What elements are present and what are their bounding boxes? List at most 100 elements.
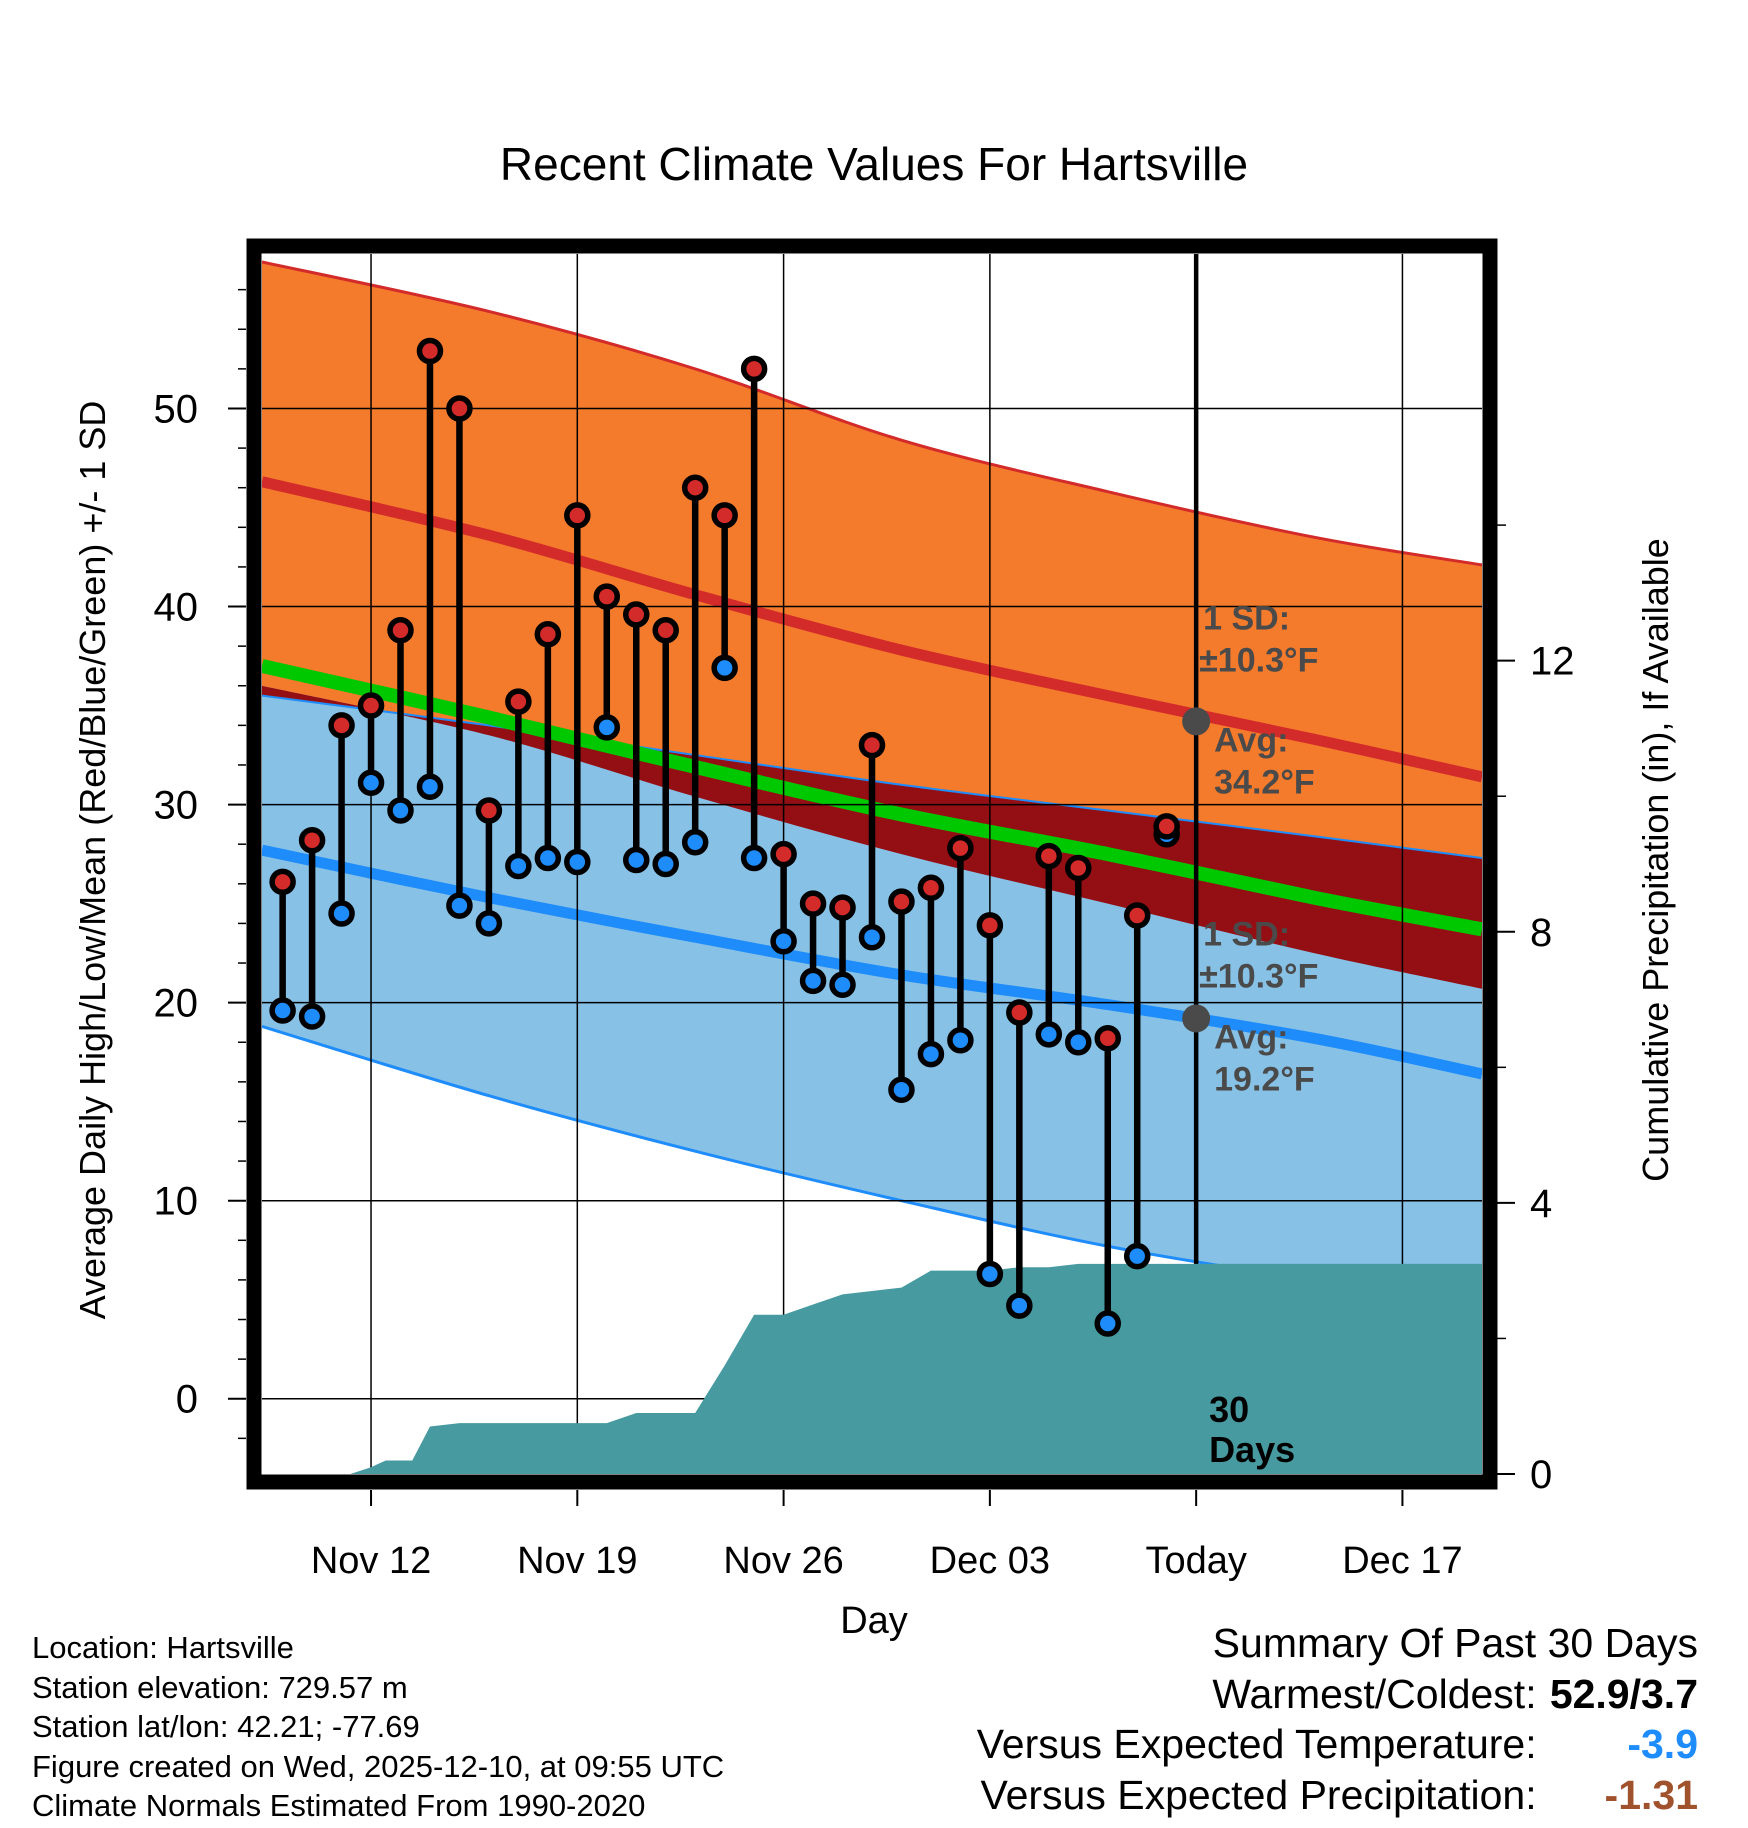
low-plus-sd-line <box>262 694 1482 860</box>
daily-high-point <box>1065 854 1092 882</box>
daily-high-point <box>475 797 503 824</box>
location-text: Location: Hartsville <box>32 1630 294 1665</box>
precip-label: Versus Expected Precipitation: <box>980 1771 1537 1818</box>
daily-low-point <box>1035 1021 1063 1048</box>
daily-high-point <box>681 474 709 501</box>
daily-low-point <box>593 714 621 741</box>
left-tick-label: 40 <box>154 586 199 630</box>
right-tick-label: 8 <box>1530 911 1552 955</box>
warm-cold-label: Warmest/Coldest: <box>1212 1670 1537 1717</box>
daily-low-point <box>829 971 856 999</box>
daily-low-point <box>976 1260 1004 1288</box>
daily-low-point <box>298 1003 326 1030</box>
high-sd-label: 1 SD: <box>1203 599 1290 637</box>
daily-high-point <box>1153 813 1180 840</box>
daily-high-point <box>328 712 355 739</box>
daily-low-point <box>888 1076 915 1104</box>
daily-high-point <box>416 337 444 365</box>
daily-high-point <box>1006 999 1033 1026</box>
today-low-avg-dot <box>1182 1004 1211 1033</box>
high-avg-value: 34.2°F <box>1214 763 1315 801</box>
x-tick-label: Today <box>1145 1540 1246 1582</box>
window-days-number: 30 <box>1209 1389 1249 1430</box>
right-tick-label: 0 <box>1530 1453 1552 1497</box>
daily-low-point <box>681 828 709 856</box>
normals-text: Climate Normals Estimated From 1990-2020 <box>32 1788 646 1823</box>
daily-low-point <box>623 846 650 874</box>
daily-high-point <box>652 617 679 644</box>
daily-low-point <box>1006 1292 1033 1319</box>
daily-low-point <box>1065 1028 1092 1056</box>
daily-low-point <box>1123 1242 1151 1270</box>
window-days-label: Days <box>1209 1429 1295 1470</box>
precipitation-area <box>262 1263 1482 1474</box>
daily-low-point <box>1094 1310 1121 1337</box>
daily-range-bars <box>269 337 1180 1337</box>
warm-cold-value: 52.9/3.7 <box>1549 1670 1698 1717</box>
x-tick-label: Nov 12 <box>311 1540 431 1582</box>
daily-high-point <box>298 826 326 854</box>
daily-high-point <box>711 502 738 529</box>
daily-low-point <box>475 910 503 937</box>
daily-low-point <box>505 852 532 880</box>
chart-title: Recent Climate Values For Hartsville <box>500 138 1248 190</box>
daily-low-point <box>564 848 591 876</box>
daily-low-point <box>858 924 886 951</box>
daily-high-point <box>740 355 768 383</box>
daily-low-point <box>947 1027 974 1054</box>
daily-high-point <box>505 688 532 715</box>
daily-high-point <box>269 868 296 896</box>
daily-high-point <box>1094 1025 1121 1052</box>
daily-high-point <box>947 834 974 862</box>
left-tick-label: 10 <box>154 1180 199 1224</box>
daily-low-point <box>740 844 768 872</box>
daily-high-point <box>799 890 827 917</box>
daily-low-point <box>269 997 296 1024</box>
x-axis-label: Day <box>840 1600 908 1642</box>
today-high-avg-dot <box>1182 707 1211 736</box>
summary-temperature: Versus Expected Temperature: -3.9 <box>977 1719 1698 1770</box>
x-tick-label: Nov 19 <box>517 1540 637 1582</box>
x-tick-label: Nov 26 <box>723 1540 843 1582</box>
x-tick-label: Dec 03 <box>930 1540 1050 1582</box>
high-avg-label: Avg: <box>1214 721 1288 759</box>
plot-frame <box>246 238 1498 1490</box>
daily-high-point <box>387 617 414 644</box>
high-plus-sd-line <box>262 260 1482 567</box>
normal-mean-line <box>262 659 1482 937</box>
daily-high-point <box>564 502 591 529</box>
daily-high-point <box>623 601 650 628</box>
daily-high-point <box>534 621 562 648</box>
daily-high-point <box>770 840 797 868</box>
daily-low-point <box>917 1040 945 1068</box>
summary-precipitation: Versus Expected Precipitation: -1.31 <box>977 1770 1699 1821</box>
annotations: 1 SD: ±10.3°F Avg: 34.2°F 1 SD: ±10.3°F Avg: 19… <box>1182 599 1318 1470</box>
daily-high-point <box>917 874 945 902</box>
temp-value: -3.9 <box>1627 1721 1698 1767</box>
y-axis-label-right: Cumulative Precipitation (in), If Availa… <box>1635 538 1676 1182</box>
x-tick-label: Dec 17 <box>1342 1540 1462 1582</box>
daily-high-point <box>446 395 473 422</box>
daily-high-point <box>976 912 1004 939</box>
low-avg-label: Avg: <box>1214 1018 1288 1056</box>
daily-low-point <box>770 927 797 955</box>
high-sd-band <box>262 261 1482 989</box>
daily-low-point <box>799 967 827 995</box>
daily-high-point <box>829 894 856 921</box>
daily-low-point <box>534 844 562 872</box>
daily-high-point <box>357 692 385 719</box>
daily-high-point <box>593 583 621 610</box>
daily-low-point <box>711 654 738 682</box>
latlon-text: Station lat/lon: 42.21; -77.69 <box>32 1709 420 1744</box>
high-sd-value: ±10.3°F <box>1199 641 1318 679</box>
daily-low-point <box>357 769 385 797</box>
normal-high-line <box>262 476 1482 783</box>
temp-label: Versus Expected Temperature: <box>976 1721 1537 1767</box>
left-tick-label: 0 <box>176 1378 198 1422</box>
daily-high-point <box>858 731 886 759</box>
daily-high-point <box>888 888 915 915</box>
right-tick-label: 4 <box>1530 1182 1552 1226</box>
daily-low-point <box>652 850 679 878</box>
y-axis-label-left: Average Daily High/Low/Mean (Red/Blue/Gr… <box>72 401 113 1320</box>
